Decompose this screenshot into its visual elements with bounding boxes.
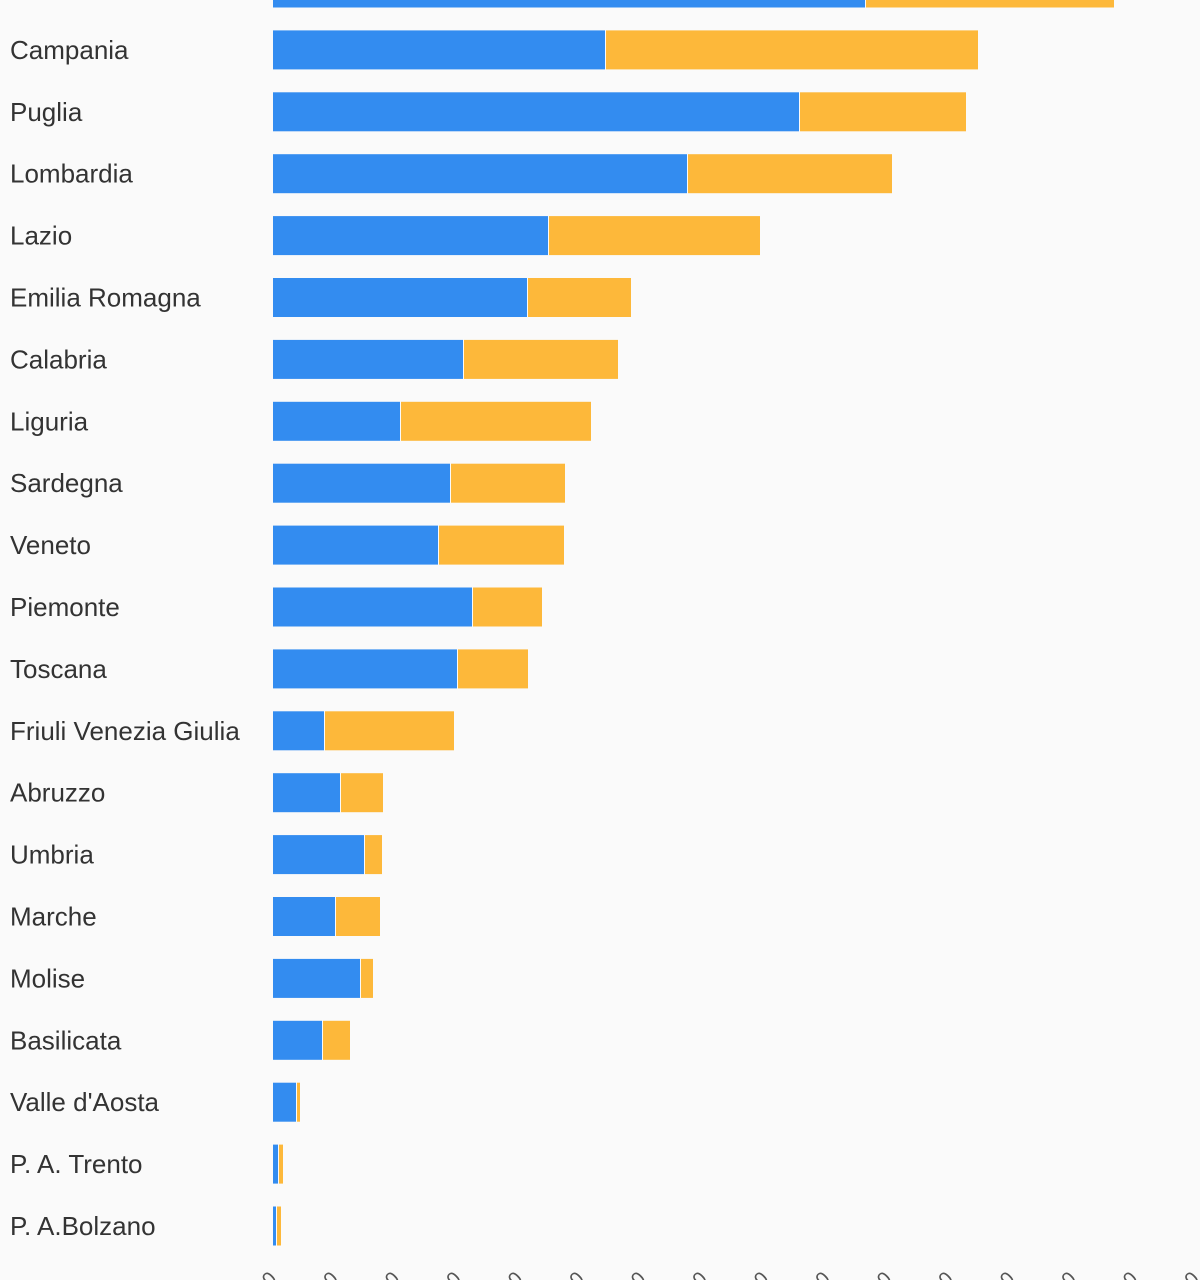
- category-label: Veneto: [10, 530, 91, 560]
- bar-segment: [273, 92, 799, 132]
- category-label: Emilia Romagna: [10, 283, 201, 313]
- x-tick-label: 0: [504, 1268, 527, 1280]
- category-label: P. A.Bolzano: [10, 1211, 156, 1241]
- bar-segment: [273, 154, 687, 194]
- x-tick-label: 0: [258, 1268, 281, 1280]
- bar-segment: [473, 587, 542, 627]
- bar-segment: [365, 835, 382, 875]
- bar-segment: [458, 649, 528, 689]
- x-tick-label: 0: [1119, 1268, 1142, 1280]
- bar-segment: [688, 154, 892, 194]
- x-tick-label: 0: [996, 1268, 1019, 1280]
- category-label: Molise: [10, 963, 85, 993]
- bar-segment: [451, 463, 565, 503]
- x-tick-label: 0: [812, 1268, 835, 1280]
- category-label: Lombardia: [10, 159, 133, 189]
- bar-segment: [273, 835, 364, 875]
- bar-segment: [273, 1020, 322, 1060]
- x-tick-label: 0: [689, 1268, 712, 1280]
- bar-segment: [277, 1206, 281, 1246]
- category-label: Calabria: [10, 344, 107, 374]
- x-tick-label: 0: [320, 1268, 343, 1280]
- x-tick-label: 0: [381, 1268, 404, 1280]
- bar-segment: [273, 649, 457, 689]
- bar-segment: [279, 1144, 283, 1184]
- x-axis-ticks-group: 0 0 0 0 0 0 0 0 0 0 0 0 0 0 0 0: [258, 1268, 1200, 1280]
- category-label: Toscana: [10, 654, 107, 684]
- category-label: Valle d'Aosta: [10, 1087, 160, 1117]
- bar-segment: [273, 525, 438, 565]
- bar-segment: [273, 587, 472, 627]
- bar-segment: [800, 92, 966, 132]
- x-tick-label: 0: [935, 1268, 958, 1280]
- bar-segment: [606, 30, 978, 70]
- bar-segment: [325, 711, 454, 751]
- category-label: Abruzzo: [10, 778, 105, 808]
- x-tick-label: 0: [627, 1268, 650, 1280]
- bar-segment: [273, 1082, 296, 1122]
- bar-segment: [273, 958, 360, 998]
- bar-segment: [273, 401, 400, 441]
- x-tick-label: 0: [443, 1268, 466, 1280]
- bar-segment: [273, 773, 340, 813]
- category-label: Basilicata: [10, 1025, 122, 1055]
- bar-segment: [273, 711, 324, 751]
- bar-segment: [273, 30, 605, 70]
- category-label: Umbria: [10, 840, 94, 870]
- bars-group: [273, 0, 1114, 1246]
- x-tick-label: 0: [873, 1268, 896, 1280]
- category-label: Liguria: [10, 406, 89, 436]
- category-label: Marche: [10, 902, 97, 932]
- bar-segment: [273, 1206, 276, 1246]
- bar-segment: [401, 401, 591, 441]
- bar-segment: [464, 339, 618, 379]
- bar-segment: [273, 1144, 278, 1184]
- x-tick-label: 0: [750, 1268, 773, 1280]
- bar-segment: [439, 525, 564, 565]
- bar-segment: [336, 897, 380, 936]
- bar-segment: [273, 0, 865, 8]
- bar-segment: [273, 463, 450, 503]
- bar-segment: [323, 1020, 350, 1060]
- x-tick-label: 0: [1058, 1268, 1081, 1280]
- category-label: Sardegna: [10, 468, 123, 498]
- x-tick-label: 0: [566, 1268, 589, 1280]
- bar-segment: [273, 278, 527, 317]
- bar-segment: [549, 216, 760, 256]
- bar-segment: [361, 958, 373, 998]
- bar-segment: [273, 216, 548, 256]
- bar-segment: [528, 278, 631, 317]
- category-label: P. A. Trento: [10, 1149, 143, 1179]
- category-label: Piemonte: [10, 592, 120, 622]
- x-tick-label: 0: [1181, 1268, 1200, 1280]
- category-label: Lazio: [10, 221, 72, 251]
- category-label: Puglia: [10, 97, 83, 127]
- bar-segment: [866, 0, 1114, 8]
- bar-segment: [297, 1082, 300, 1122]
- bar-segment: [273, 897, 335, 936]
- category-label: Friuli Venezia Giulia: [10, 716, 240, 746]
- bar-segment: [341, 773, 383, 813]
- category-label: Campania: [10, 35, 129, 65]
- bar-segment: [273, 339, 463, 379]
- category-labels-group: Campania Puglia Lombardia Lazio Emilia Romag…: [10, 35, 240, 1241]
